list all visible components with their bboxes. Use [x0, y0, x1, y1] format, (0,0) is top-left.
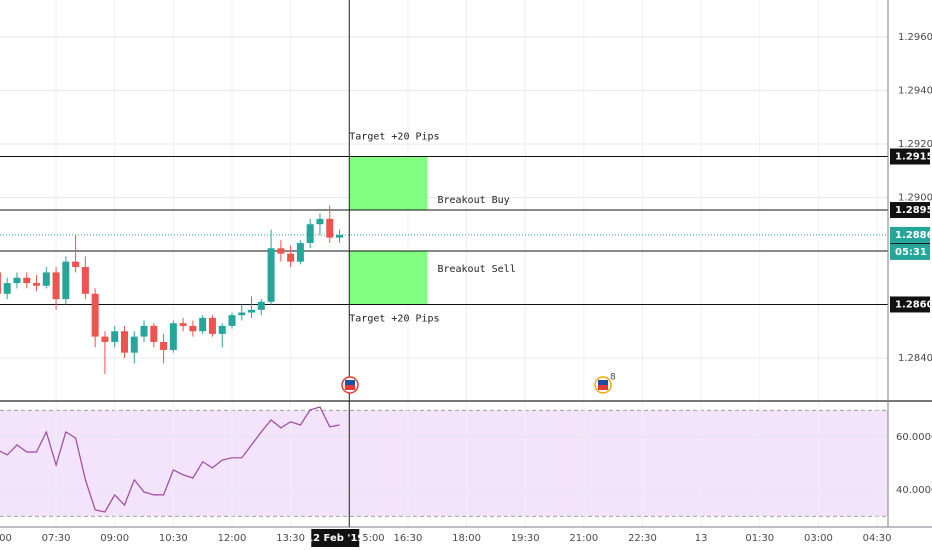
candle-body [130, 336, 138, 353]
candle-body [81, 267, 89, 294]
countdown-label-bg [890, 243, 930, 260]
flag-stripe [345, 385, 355, 390]
level-label-bg [890, 296, 930, 313]
candle-body [62, 261, 70, 300]
candle-body [120, 331, 128, 353]
x-tick-label: 04:30 [863, 533, 892, 544]
candle-body [101, 336, 109, 342]
candle-body [13, 277, 21, 284]
candle-body [0, 272, 1, 294]
countdown-label: 05:31 [895, 247, 927, 258]
candle-body [140, 325, 148, 337]
target-label: Target +20 Pips [349, 132, 439, 143]
candle-body [160, 341, 168, 350]
box [349, 250, 428, 305]
candle-body [218, 325, 226, 334]
x-tick-label: 15:00 [356, 533, 385, 544]
x-tick-label: 06:00 [0, 533, 12, 544]
candle-body [33, 283, 41, 286]
x-tick-label: 01:30 [745, 533, 774, 544]
level-label: 1.28953 [895, 205, 932, 216]
candle-body [228, 315, 236, 326]
rsi-line [0, 406, 340, 513]
crosshair-label: 12 Feb '19 [306, 533, 364, 544]
candle-body [199, 317, 207, 332]
current-price-label-bg [890, 226, 930, 243]
box-label: Breakout Buy [437, 195, 509, 206]
x-tick-label: 21:00 [569, 533, 598, 544]
candle-body [306, 224, 314, 243]
crosshair-label-bg [311, 529, 360, 547]
y-tick-label: 1.29000 [898, 192, 932, 203]
candle-body [111, 331, 119, 342]
candle-body [277, 248, 285, 254]
candle-body [335, 234, 343, 238]
candle-body [52, 272, 60, 300]
level-label: 1.29153 [895, 152, 932, 163]
candle-body [208, 317, 216, 334]
y-tick-label: 1.29200 [898, 139, 932, 150]
target-label: Target +20 Pips [349, 313, 439, 324]
event-icons: 8 [341, 373, 616, 394]
candle-body [287, 253, 295, 262]
y-tick-label: 1.29600 [898, 32, 932, 43]
candle-body [3, 283, 11, 294]
x-tick-label: 13:30 [276, 533, 305, 544]
candle-body [257, 301, 265, 310]
rsi-band [0, 410, 888, 517]
level-label: 1.28600 [895, 299, 932, 310]
candle-body [238, 312, 246, 316]
x-tick-label: 09:00 [100, 533, 129, 544]
x-tick-label: 12:00 [218, 533, 247, 544]
box [349, 156, 428, 211]
x-tick-label: 18:00 [452, 533, 481, 544]
x-tick-label: 19:30 [511, 533, 540, 544]
candle-body [179, 323, 187, 326]
candle-body [296, 242, 304, 262]
candle-body [72, 261, 80, 268]
candle-body [316, 218, 324, 225]
candle-body [248, 309, 256, 313]
event-badge: 8 [610, 373, 616, 383]
y-tick-label: 1.28400 [898, 353, 932, 364]
flag-stripe [598, 385, 608, 390]
level-label-bg [890, 202, 930, 219]
candle-body [42, 272, 50, 286]
candle-body [326, 218, 334, 238]
axis-cover [888, 0, 932, 550]
candle-body [267, 248, 275, 302]
x-tick-label: 13 [695, 533, 708, 544]
y-tick-label: 60.0000 [896, 432, 932, 443]
level-label-bg [890, 148, 930, 165]
candle-body [189, 325, 197, 332]
y-tick-label: 1.29400 [898, 85, 932, 96]
y-tick-label: 40.0000 [896, 485, 932, 496]
box-label: Breakout Sell [437, 264, 515, 275]
x-tick-label: 07:30 [42, 533, 71, 544]
candle-body [169, 323, 177, 350]
candle-body [91, 293, 99, 337]
x-tick-label: 03:00 [804, 533, 833, 544]
candle-body [23, 277, 31, 284]
x-tick-label: 16:30 [394, 533, 423, 544]
x-tick-label: 10:30 [159, 533, 188, 544]
candle-body [150, 325, 158, 342]
x-tick-label: 22:30 [628, 533, 657, 544]
